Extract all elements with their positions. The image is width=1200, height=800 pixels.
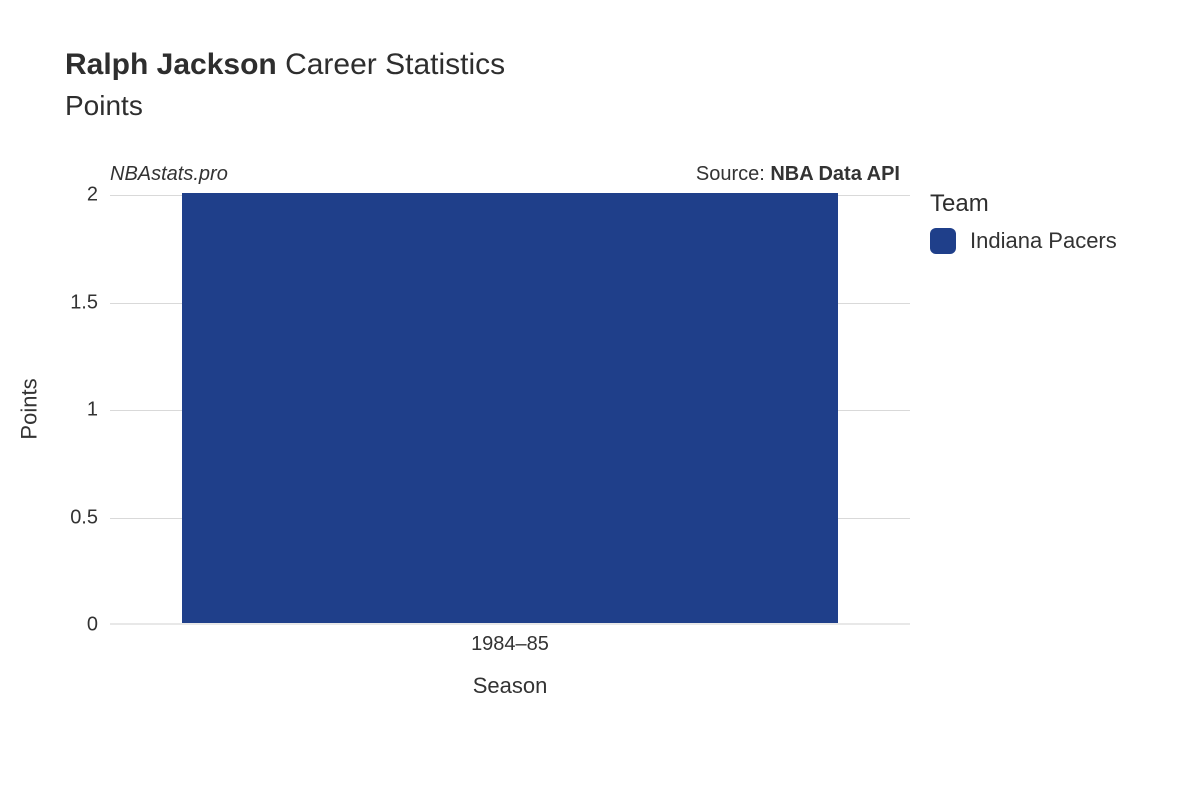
- source-name: NBA Data API: [770, 163, 900, 185]
- chart-subtitle: Points: [65, 90, 505, 122]
- y-tick-label: 1.5: [70, 291, 98, 314]
- legend-item: Indiana Pacers: [930, 228, 1117, 254]
- y-axis-label: Points: [16, 378, 42, 439]
- chart-title: Ralph Jackson Career Statistics: [65, 48, 505, 82]
- title-player: Ralph Jackson: [65, 48, 277, 81]
- source-label: Source:: [696, 163, 770, 185]
- y-tick-label: 0: [87, 614, 98, 637]
- legend-swatch: [930, 228, 956, 254]
- bar: [182, 193, 838, 623]
- x-axis-label: Season: [473, 673, 548, 699]
- legend: Team Indiana Pacers: [930, 190, 1117, 254]
- credit-left: NBAstats.pro: [110, 163, 228, 186]
- title-rest: Career Statistics: [277, 48, 505, 81]
- y-tick-label: 2: [87, 184, 98, 207]
- plot-area: Points Season 00.511.521984–85: [110, 195, 910, 625]
- legend-title: Team: [930, 190, 1117, 218]
- y-tick-label: 0.5: [70, 506, 98, 529]
- x-tick-label: 1984–85: [471, 633, 549, 656]
- y-tick-label: 1: [87, 399, 98, 422]
- credit-right: Source: NBA Data API: [696, 163, 900, 186]
- legend-label: Indiana Pacers: [970, 228, 1117, 254]
- title-block: Ralph Jackson Career Statistics Points: [65, 48, 505, 122]
- chart-container: Ralph Jackson Career Statistics Points N…: [0, 0, 1200, 800]
